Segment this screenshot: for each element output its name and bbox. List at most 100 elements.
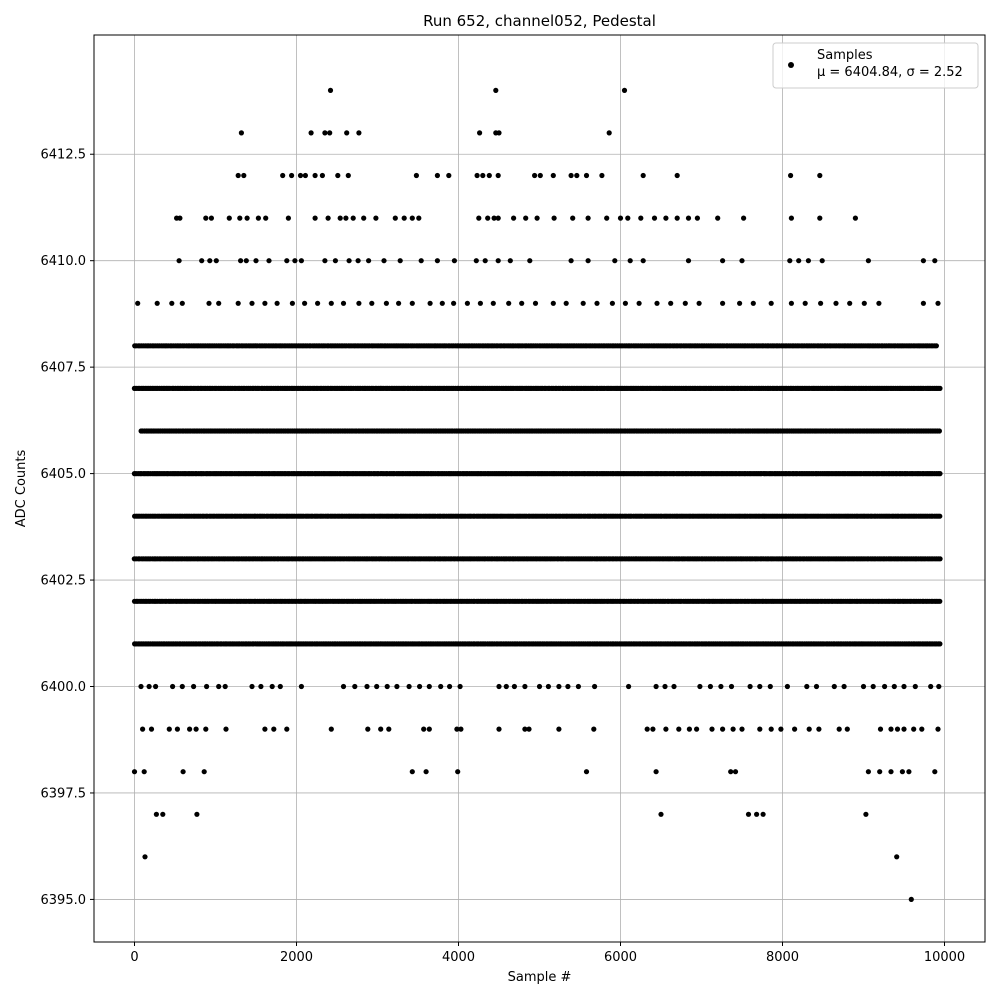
- data-point: [493, 87, 499, 93]
- data-point: [297, 172, 304, 179]
- data-point: [447, 683, 453, 690]
- data-point: [732, 769, 739, 775]
- data-point: [237, 215, 243, 221]
- data-point: [280, 172, 286, 179]
- data-point: [457, 683, 463, 690]
- data-point: [378, 726, 384, 732]
- data-point: [485, 215, 491, 221]
- data-point: [685, 215, 692, 221]
- y-axis-ticks: 6395.0 6397.5 6400.0 6402.5 6405.0 6407.5 6410…: [41, 148, 94, 908]
- data-point: [760, 811, 766, 817]
- data-point: [409, 215, 415, 221]
- data-point: [550, 300, 556, 306]
- data-point: [877, 726, 884, 732]
- data-point: [863, 811, 869, 817]
- y-tick-label: 6412.5: [41, 148, 87, 163]
- data-point: [269, 683, 275, 690]
- data-point: [312, 215, 318, 221]
- y-tick-label: 6402.5: [41, 574, 87, 589]
- data-point: [792, 726, 798, 732]
- data-point: [591, 726, 597, 732]
- data-point: [135, 300, 141, 306]
- data-point: [583, 769, 590, 775]
- data-point: [455, 769, 461, 775]
- data-point: [715, 215, 721, 221]
- data-point: [570, 215, 576, 221]
- data-points: [131, 87, 943, 903]
- data-point: [496, 683, 502, 690]
- data-point: [298, 258, 304, 264]
- data-point: [409, 769, 415, 775]
- data-point: [606, 130, 612, 136]
- data-point: [819, 258, 825, 264]
- data-point: [891, 683, 897, 690]
- data-point: [208, 215, 214, 221]
- data-point: [936, 683, 942, 690]
- data-point: [527, 258, 533, 264]
- data-point: [292, 258, 298, 264]
- data-point: [365, 726, 371, 732]
- data-point: [355, 258, 361, 264]
- data-point: [813, 683, 820, 690]
- data-point: [532, 300, 539, 306]
- data-point: [865, 258, 872, 264]
- data-point: [860, 683, 867, 690]
- data-point: [806, 726, 812, 732]
- data-point: [223, 726, 229, 732]
- data-point: [745, 811, 752, 817]
- data-point: [204, 683, 210, 690]
- data-point: [817, 215, 823, 221]
- data-point: [580, 300, 586, 306]
- data-point: [694, 726, 700, 732]
- data-point: [131, 769, 138, 775]
- data-point: [671, 683, 677, 690]
- data-point: [833, 300, 839, 306]
- data-point: [243, 258, 249, 264]
- data-point: [495, 258, 501, 264]
- data-point: [160, 811, 166, 817]
- y-tick-label: 6400.0: [41, 680, 87, 695]
- data-point: [482, 258, 488, 264]
- data-point: [446, 172, 452, 179]
- data-point: [335, 172, 341, 179]
- data-point: [912, 683, 918, 690]
- data-point: [426, 726, 432, 732]
- data-point: [901, 683, 907, 690]
- data-point: [302, 172, 308, 179]
- data-point: [154, 300, 160, 306]
- data-point: [141, 769, 147, 775]
- data-point: [308, 130, 314, 136]
- data-point: [496, 726, 502, 732]
- data-point: [651, 215, 658, 221]
- chart-title: Run 652, channel052, Pedestal: [423, 12, 656, 30]
- data-point: [384, 683, 390, 690]
- data-point: [865, 769, 872, 775]
- data-point: [899, 769, 906, 775]
- data-point: [356, 130, 362, 136]
- data-point: [622, 300, 629, 306]
- data-point: [650, 726, 656, 732]
- data-point: [694, 215, 701, 221]
- x-tick-label: 6000: [604, 950, 637, 965]
- data-point: [253, 258, 259, 264]
- data-point: [658, 811, 664, 817]
- data-point: [534, 215, 540, 221]
- data-point: [177, 215, 183, 221]
- data-point: [476, 215, 482, 221]
- data-point: [201, 769, 207, 775]
- data-point: [754, 811, 760, 817]
- data-point: [537, 172, 543, 179]
- data-point: [728, 683, 735, 690]
- data-point: [439, 300, 445, 306]
- data-point: [911, 726, 917, 732]
- data-point: [327, 130, 333, 136]
- x-tick-label: 0: [130, 950, 138, 965]
- legend-stats: μ = 6404.84, σ = 2.52: [817, 65, 963, 80]
- data-point: [289, 172, 295, 179]
- data-point: [888, 769, 894, 775]
- data-point: [836, 726, 842, 732]
- data-point: [778, 726, 784, 732]
- data-point: [142, 854, 148, 860]
- data-point: [522, 683, 528, 690]
